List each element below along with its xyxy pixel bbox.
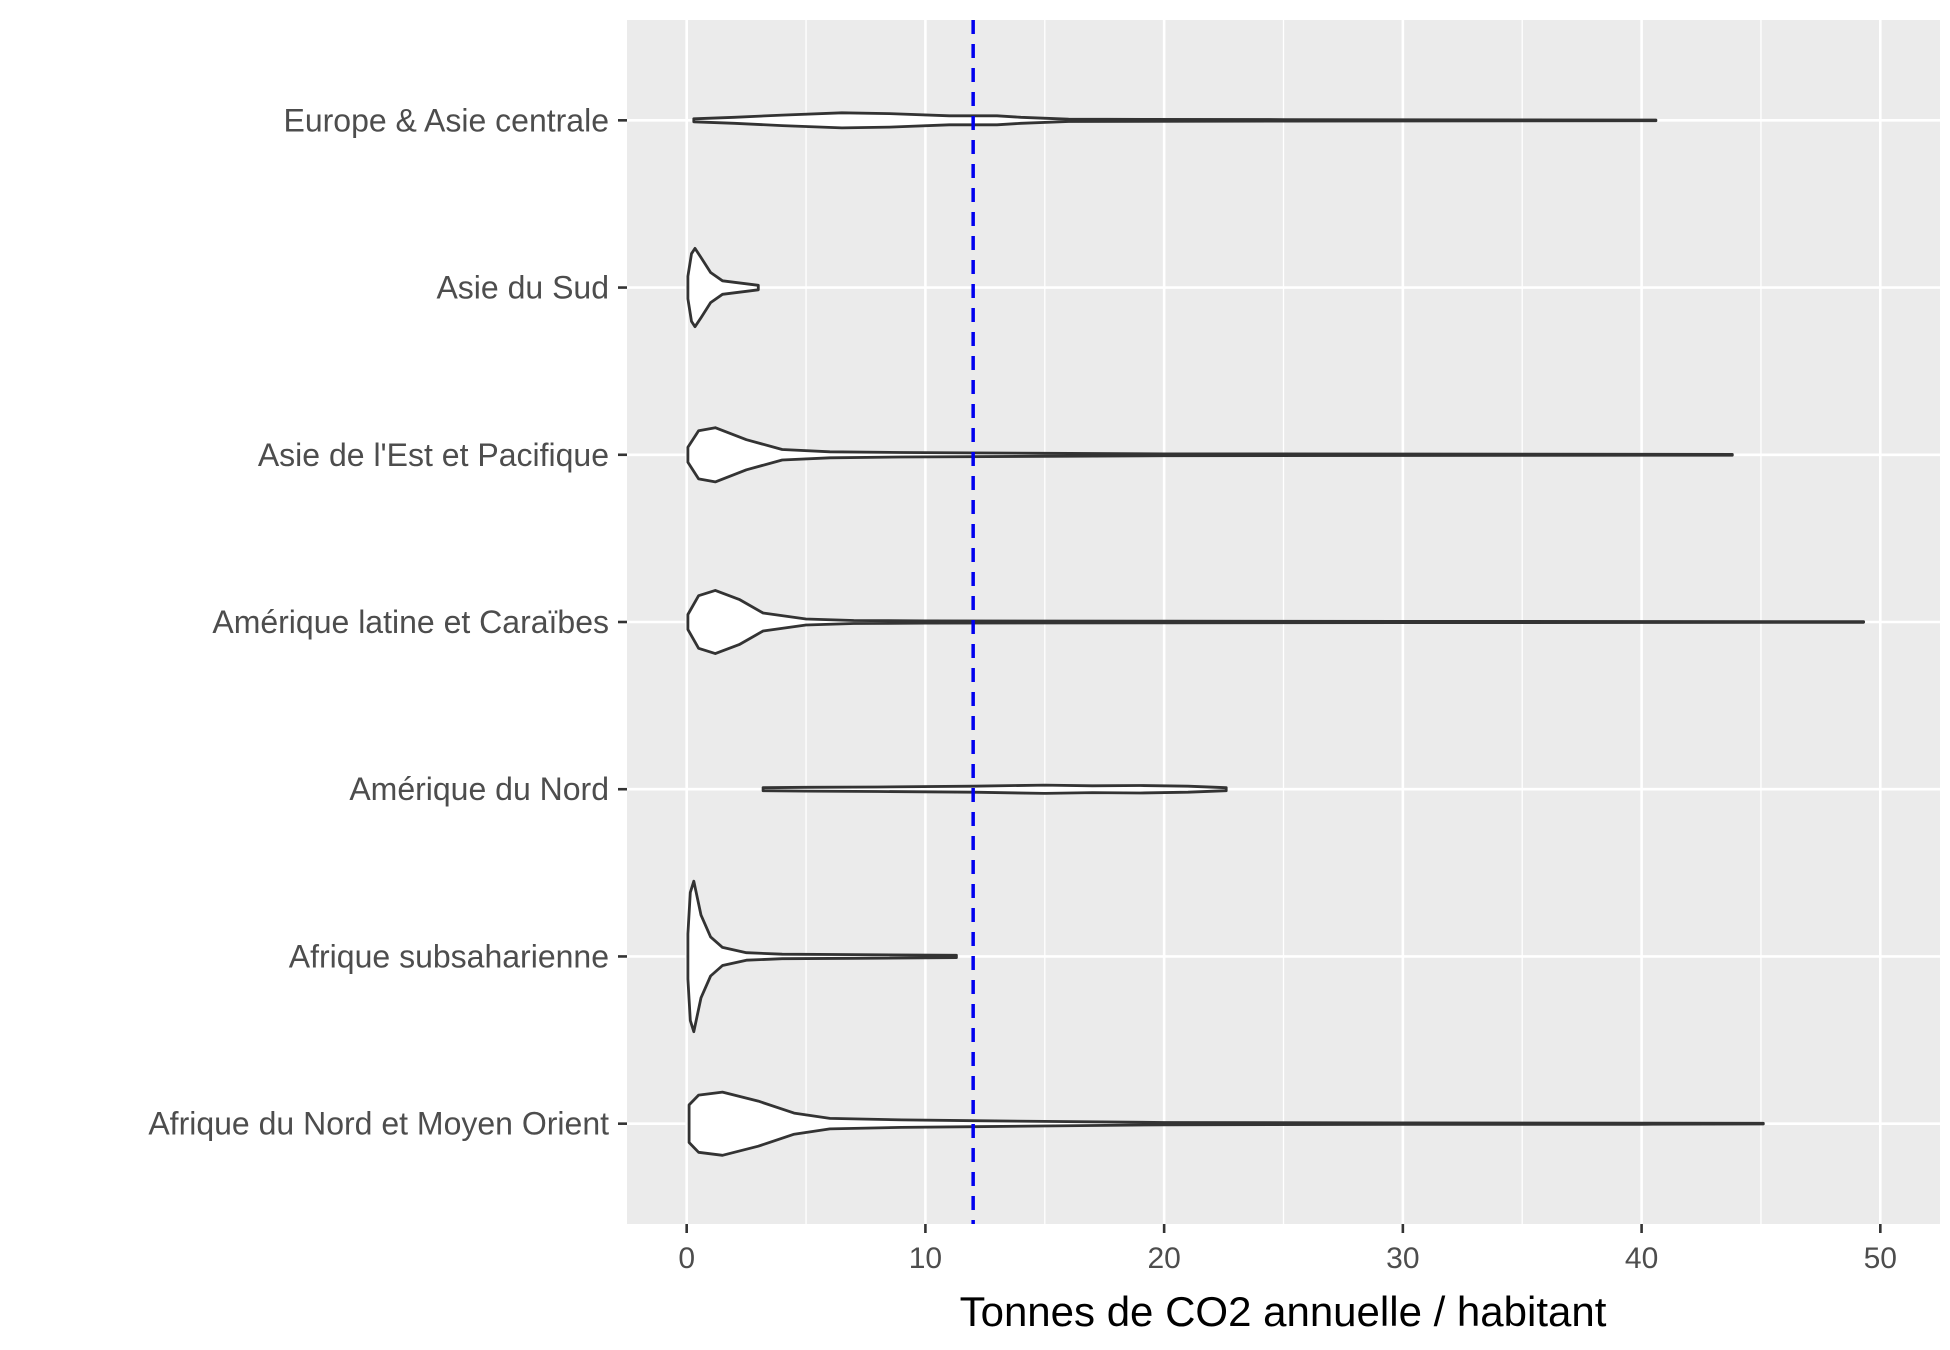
y-tick-label: Afrique du Nord et Moyen Orient [148, 1106, 609, 1142]
x-axis-title: Tonnes de CO2 annuelle / habitant [960, 1288, 1607, 1335]
y-tick-label: Afrique subsaharienne [289, 938, 609, 974]
y-tick-label: Asie du Sud [436, 270, 609, 306]
y-tick-label: Amérique du Nord [349, 771, 609, 807]
y-tick-label: Amérique latine et Caraïbes [212, 604, 609, 640]
x-tick-label: 0 [678, 1242, 695, 1275]
violin-1 [687, 1090, 1765, 1157]
x-tick-label: 50 [1864, 1242, 1897, 1275]
x-tick-label: 10 [909, 1242, 942, 1275]
x-tick-label: 20 [1147, 1242, 1180, 1275]
y-tick-label: Europe & Asie centrale [283, 102, 609, 138]
violin-3 [761, 783, 1228, 795]
violin-5 [686, 426, 1734, 484]
y-tick-label: Asie de l'Est et Pacifique [258, 437, 609, 473]
violin-6 [686, 247, 760, 329]
violin-2 [686, 879, 958, 1034]
violin-7 [692, 111, 1658, 130]
x-axis: 0 10 20 30 40 50 [678, 1224, 1897, 1275]
y-axis: Afrique du Nord et Moyen Orient Afrique s… [148, 102, 627, 1142]
violin-4 [686, 589, 1865, 655]
violins [686, 111, 1865, 1157]
x-tick-label: 30 [1386, 1242, 1419, 1275]
x-tick-label: 40 [1625, 1242, 1658, 1275]
